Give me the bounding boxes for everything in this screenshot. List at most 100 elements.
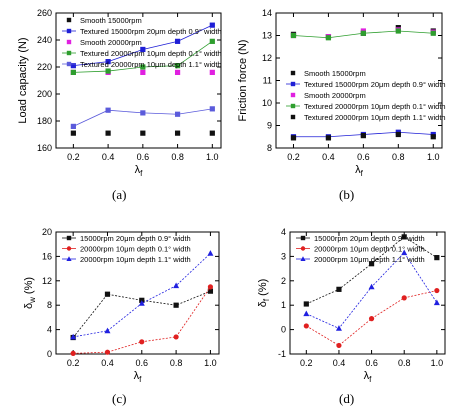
data-point xyxy=(207,250,214,256)
legend-label: 20000rpm 10μm depth 1.1° width xyxy=(80,255,191,264)
x-tick-label: 0.4 xyxy=(333,358,346,368)
data-point xyxy=(104,291,111,297)
legend-marker xyxy=(290,92,296,98)
chart-panel-c: 0 4 8 12 16 20 0.2 0.4 0.6 0.8 1.0 λf δw (%) 15000rpm… xyxy=(23,227,220,384)
x-tick-label: 0.8 xyxy=(170,358,183,368)
data-point xyxy=(360,133,366,139)
data-point xyxy=(401,249,408,256)
data-point xyxy=(209,22,215,28)
x-tick-label: 1.0 xyxy=(204,358,217,368)
data-point xyxy=(368,316,375,322)
data-point xyxy=(395,131,401,138)
y-tick-label: 200 xyxy=(37,89,52,99)
legend-marker xyxy=(66,17,72,23)
x-tick-label: 0.6 xyxy=(137,152,150,162)
panel-label-c: (c) xyxy=(112,391,127,406)
series-5 xyxy=(70,106,215,129)
y-tick-label: 8 xyxy=(47,300,52,310)
x-tick-label: 0.6 xyxy=(357,152,370,162)
y-tick-label: 2 xyxy=(281,276,286,286)
data-point xyxy=(174,69,181,75)
plot-frame xyxy=(55,231,220,355)
data-point xyxy=(430,30,436,36)
y-tick-label: 240 xyxy=(37,35,52,45)
y-tick-label: 0 xyxy=(281,325,286,335)
data-point xyxy=(209,69,215,75)
data-point xyxy=(174,111,181,117)
x-tick-label: 0.8 xyxy=(398,358,411,368)
data-point xyxy=(140,130,146,136)
data-point xyxy=(174,63,181,69)
y-tick-label: 4 xyxy=(281,227,286,237)
y-tick-label: 12 xyxy=(262,53,272,63)
x-tick-label: 0.6 xyxy=(365,358,378,368)
data-point xyxy=(173,282,180,289)
data-point xyxy=(368,283,375,290)
legend-label: 15000rpm 20μm depth 0.9° width xyxy=(80,234,191,243)
data-point xyxy=(303,323,309,329)
legend-marker xyxy=(300,235,306,241)
data-point xyxy=(70,69,76,75)
data-point xyxy=(104,327,111,334)
legend-label: Smooth 20000rpm xyxy=(80,38,142,47)
legend-label: Textured 20000rpm 10μm depth 1.1° width xyxy=(304,113,446,122)
series-3 xyxy=(303,249,440,331)
legend-label: Textured 15000rpm 20μm depth 0.9° width xyxy=(304,80,446,89)
y-tick-label: 220 xyxy=(37,62,52,72)
legend-label: Textured 20000rpm 10μm depth 0.1° width xyxy=(304,102,446,111)
series-5 xyxy=(290,131,436,141)
x-tick-label: 1.0 xyxy=(427,152,440,162)
legend-marker xyxy=(66,39,72,45)
data-point xyxy=(209,106,215,112)
data-point xyxy=(105,59,111,65)
legend-label: 20000rpm 10μm depth 0.1° width xyxy=(80,244,191,253)
legend-label: Textured 20000rpm 10μm depth 0.1° width xyxy=(80,49,222,58)
legend-marker xyxy=(66,28,72,34)
data-point xyxy=(434,287,440,294)
x-tick-label: 1.0 xyxy=(206,152,219,162)
data-point xyxy=(173,302,179,308)
x-tick-label: 0.8 xyxy=(392,152,405,162)
x-tick-label: 0.2 xyxy=(300,358,313,368)
y-tick-label: 4 xyxy=(47,325,52,335)
data-point xyxy=(105,130,111,136)
y-tick-label: 1 xyxy=(281,300,286,310)
data-point xyxy=(207,284,214,290)
panel-label-d: (d) xyxy=(339,391,355,406)
y-tick-label: 20 xyxy=(42,227,52,237)
series-2 xyxy=(303,287,440,349)
data-point xyxy=(140,110,146,116)
x-tick-label: 0.2 xyxy=(67,152,80,162)
legend-label: Textured 15000rpm 20μm depth 0.9° width xyxy=(80,27,222,36)
data-point xyxy=(174,38,181,44)
y-tick-label: 14 xyxy=(262,8,272,18)
legend-label: Smooth 15000rpm xyxy=(80,16,142,25)
data-point xyxy=(325,135,332,141)
data-point xyxy=(290,32,297,39)
series-1 xyxy=(70,130,215,136)
data-point xyxy=(303,301,309,307)
series-4 xyxy=(70,38,215,75)
y-tick-label: -1 xyxy=(278,349,286,359)
data-point xyxy=(70,123,76,129)
y-tick-label: 11 xyxy=(263,76,272,86)
legend-label: 15000rpm 20μm depth 0.9° width xyxy=(314,234,425,243)
data-point xyxy=(105,68,111,74)
x-tick-label: 0.6 xyxy=(136,358,149,368)
data-point xyxy=(335,325,342,331)
data-point xyxy=(207,288,214,294)
panel-label-a: (a) xyxy=(112,187,127,202)
data-point xyxy=(434,255,440,261)
x-tick-label: 0.2 xyxy=(287,152,300,162)
data-point xyxy=(139,339,145,345)
data-point xyxy=(336,286,342,292)
data-point xyxy=(395,28,401,34)
legend-label: Smooth 15000rpm xyxy=(304,69,366,78)
y-axis-title: δf (%) xyxy=(257,279,271,308)
y-tick-label: 260 xyxy=(37,8,52,18)
data-point xyxy=(303,310,310,317)
data-point xyxy=(70,63,76,69)
data-point xyxy=(174,130,181,136)
